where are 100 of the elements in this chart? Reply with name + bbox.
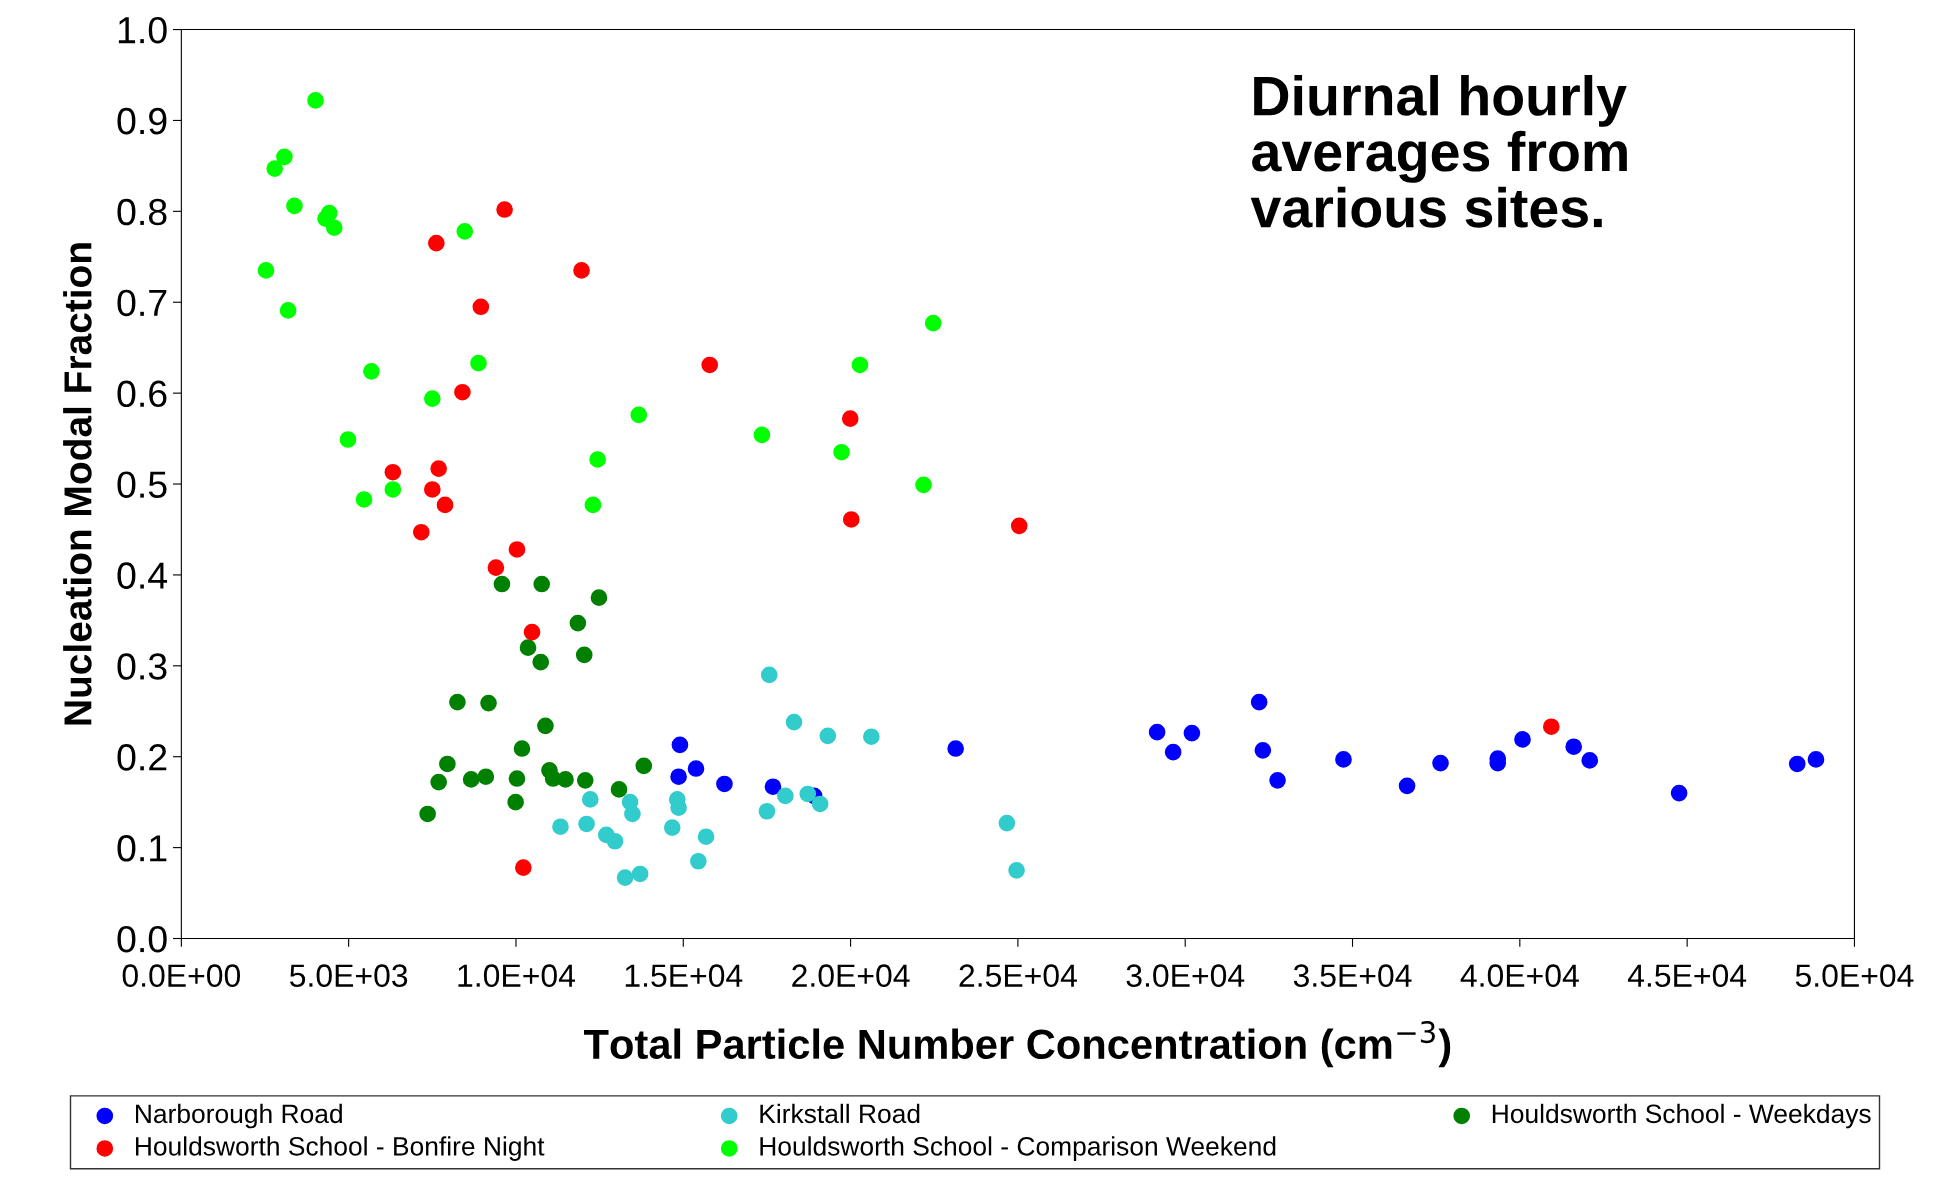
x-tick-label: 5.0E+04	[1795, 964, 1914, 987]
point	[851, 356, 869, 374]
point	[279, 302, 297, 319]
point	[470, 354, 487, 372]
point	[924, 314, 942, 332]
point	[339, 431, 357, 448]
point	[1269, 772, 1286, 789]
legend-label: Houldsworth School - Weekdays	[1492, 1103, 1871, 1129]
x-tick-label: 1.0E+04	[458, 964, 575, 987]
point	[819, 727, 837, 745]
x-tick-label: 4.0E+04	[1460, 964, 1579, 987]
point	[508, 541, 526, 558]
point	[610, 781, 628, 798]
point	[1148, 723, 1166, 741]
point	[578, 815, 595, 833]
y-axis-title: Nucleation Modal Fraction	[63, 243, 92, 725]
point	[363, 362, 380, 380]
point	[423, 390, 441, 407]
point	[760, 666, 778, 684]
x-tick-label: 2.5E+04	[959, 964, 1077, 987]
point	[1335, 751, 1352, 768]
point	[863, 728, 880, 746]
y-tick-label: 1.0	[118, 16, 167, 44]
point	[631, 865, 649, 883]
point	[513, 740, 531, 757]
y-tick-label: 0.6	[117, 380, 167, 408]
point	[569, 614, 587, 632]
y-tick-label: 0.3	[117, 653, 167, 680]
point	[412, 523, 430, 541]
point	[635, 757, 653, 775]
x-tick-label: 3.5E+04	[1293, 964, 1412, 987]
legend-label: Houldsworth School - Bonfire Night	[135, 1136, 545, 1161]
x-tick-label: 1.5E+04	[625, 964, 743, 987]
point	[842, 511, 860, 528]
point	[785, 713, 803, 731]
point	[584, 496, 602, 514]
annotation: Diurnal hourly averages from various sites.	[1250, 75, 1627, 228]
point	[1398, 777, 1416, 795]
x-tick-label: 3.0E+04	[1126, 964, 1245, 987]
point	[384, 481, 402, 498]
point	[947, 740, 964, 757]
point	[355, 491, 373, 508]
point	[841, 410, 859, 427]
point	[307, 92, 324, 109]
point	[508, 770, 526, 787]
y-tick-label: 0.9	[117, 107, 167, 135]
point	[266, 160, 284, 177]
y-tick-label: 0.0	[117, 925, 167, 953]
legend-label: Houldsworth School - Comparison Weekend	[760, 1136, 1276, 1161]
point	[430, 773, 447, 791]
point	[1164, 743, 1182, 761]
x-tick-label: 2.0E+04	[792, 964, 910, 987]
point	[630, 406, 648, 424]
point	[423, 481, 441, 498]
point	[533, 575, 551, 593]
point	[428, 234, 445, 252]
point	[697, 828, 715, 846]
y-tick-label: 0.2	[117, 744, 167, 771]
point	[557, 771, 574, 788]
point	[1008, 862, 1025, 879]
point	[811, 795, 829, 813]
point	[1565, 738, 1583, 756]
point	[1432, 754, 1449, 772]
point	[764, 778, 782, 796]
point	[1010, 517, 1028, 535]
point	[1514, 731, 1531, 748]
point	[532, 653, 550, 671]
point	[477, 768, 495, 786]
point	[462, 771, 480, 788]
point	[1254, 742, 1272, 759]
point	[590, 589, 608, 606]
point	[276, 148, 293, 166]
point	[384, 463, 402, 481]
point	[833, 443, 850, 461]
point	[670, 768, 687, 786]
y-tick-label: 0.4	[117, 562, 168, 589]
point	[1788, 755, 1806, 773]
x-tick-label: 5.0E+03	[289, 964, 408, 987]
point	[777, 787, 794, 805]
point	[430, 460, 447, 477]
point	[472, 298, 490, 316]
point	[523, 623, 541, 641]
point	[581, 791, 599, 808]
point	[493, 575, 511, 593]
point	[519, 639, 537, 656]
point	[436, 496, 454, 514]
point	[1581, 752, 1599, 769]
point	[753, 426, 771, 444]
point	[257, 262, 275, 279]
point	[716, 775, 733, 793]
point	[1670, 784, 1688, 802]
x-tick-label: 0.0E+00	[122, 964, 241, 987]
point	[671, 736, 689, 754]
legend-label: Kirkstall Road	[760, 1103, 920, 1124]
point	[439, 755, 456, 773]
point	[687, 760, 705, 777]
point	[1807, 751, 1825, 768]
point	[480, 694, 497, 712]
point	[419, 805, 436, 823]
point	[286, 197, 303, 215]
